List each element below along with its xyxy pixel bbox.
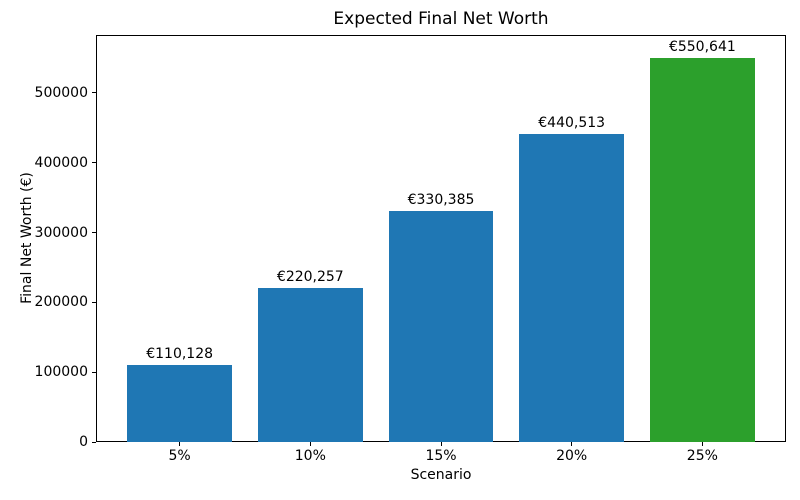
bar	[258, 288, 363, 442]
y-axis-label: Final Net Worth (€)	[19, 172, 35, 304]
y-tick-mark	[92, 371, 96, 373]
bar-value-label: €110,128	[146, 346, 214, 363]
chart-title: Expected Final Net Worth	[333, 9, 549, 29]
x-tick-label: 20%	[556, 448, 588, 464]
bar	[127, 365, 232, 442]
y-tick-label: 500000	[34, 84, 88, 101]
x-axis-label: Scenario	[410, 467, 472, 483]
y-tick-label: 400000	[34, 154, 88, 171]
x-tick-mark	[571, 442, 573, 446]
bar	[388, 211, 494, 442]
x-tick-label: 10%	[294, 448, 326, 464]
x-tick-label: 5%	[168, 448, 191, 464]
y-tick-label: 300000	[34, 224, 88, 241]
bar	[650, 57, 755, 442]
y-tick-label: 100000	[34, 364, 88, 381]
x-tick-mark	[701, 442, 703, 446]
y-tick-mark	[92, 232, 96, 234]
x-tick-label: 15%	[425, 448, 457, 464]
x-tick-mark	[179, 442, 181, 446]
bar-value-label: €330,385	[407, 192, 475, 209]
x-tick-label: 25%	[686, 448, 718, 464]
bar-value-label: €220,257	[276, 269, 344, 286]
x-tick-mark	[440, 442, 442, 446]
y-tick-mark	[92, 162, 96, 164]
bar	[519, 134, 624, 442]
y-tick-mark	[92, 301, 96, 303]
y-tick-label: 200000	[34, 294, 88, 311]
bar-value-label: €550,641	[668, 38, 736, 55]
y-tick-mark	[92, 92, 96, 94]
bar-value-label: €440,513	[538, 115, 606, 132]
y-tick-label: 0	[79, 434, 88, 450]
x-tick-mark	[309, 442, 311, 446]
y-tick-mark	[92, 441, 96, 443]
